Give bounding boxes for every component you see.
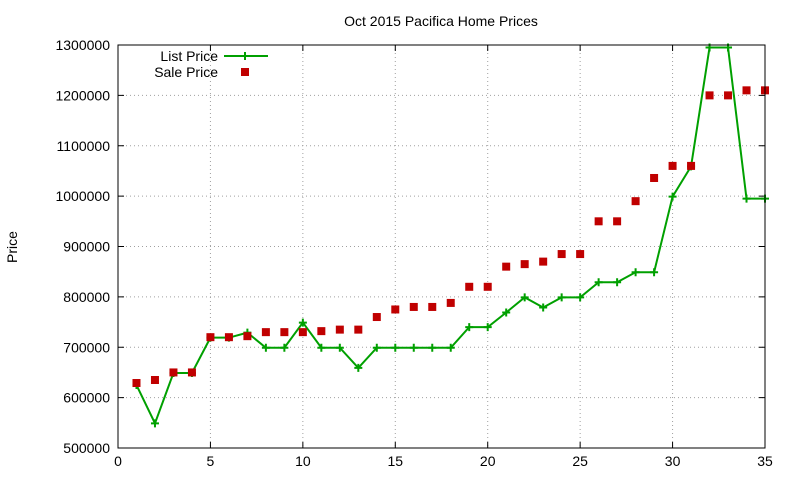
x-tick-label: 25: [572, 453, 588, 469]
list-price-point: [298, 318, 307, 327]
list-price-point: [354, 363, 363, 372]
x-tick-label: 5: [207, 453, 215, 469]
sale-price-point: [613, 217, 622, 226]
sale-price-point: [298, 328, 307, 337]
list-price-point: [613, 278, 622, 287]
sale-price-point: [354, 325, 363, 334]
grid: [118, 45, 765, 448]
list-price-point: [539, 303, 548, 312]
list-price-point: [446, 343, 455, 352]
list-price-point: [335, 343, 344, 352]
legend-label-sale-price: Sale Price: [154, 64, 218, 80]
x-tick-label: 30: [665, 453, 681, 469]
chart-title: Oct 2015 Pacifica Home Prices: [344, 13, 538, 29]
sale-price-point: [391, 305, 400, 314]
sale-price-point: [465, 282, 474, 291]
list-price-point: [557, 293, 566, 302]
sale-price-point: [206, 333, 215, 342]
list-price-point: [391, 343, 400, 352]
sale-price-point: [576, 250, 585, 259]
list-price-point: [668, 192, 677, 201]
sale-price-point: [132, 379, 141, 388]
list-price-point: [483, 323, 492, 332]
x-tick-label: 10: [295, 453, 311, 469]
list-price-point: [372, 343, 381, 352]
series: [132, 43, 769, 428]
sale-price-point: [187, 368, 196, 377]
legend-marker-sale-price: [241, 68, 249, 76]
sale-price-point: [502, 262, 511, 271]
list-price-point: [576, 293, 585, 302]
list-price-point: [280, 343, 289, 352]
sale-price-point: [409, 302, 418, 311]
sale-price-point: [631, 197, 640, 206]
sale-price-point: [650, 173, 659, 182]
y-tick-label: 700000: [63, 339, 110, 355]
sale-price-point: [705, 91, 714, 100]
sale-price-point: [520, 260, 529, 269]
sale-price-point: [557, 250, 566, 259]
list-price-point: [317, 343, 326, 352]
y-tick-label: 900000: [63, 239, 110, 255]
sale-price-point: [280, 328, 289, 337]
y-tick-label: 1100000: [57, 138, 111, 154]
y-tick-label: 800000: [63, 289, 110, 305]
list-price-point: [502, 308, 511, 317]
list-price-point: [742, 194, 751, 203]
list-price-point: [409, 343, 418, 352]
series-line-list-price: [135, 46, 765, 426]
sale-price-point: [724, 91, 733, 100]
y-tick-label: 600000: [63, 390, 110, 406]
sale-price-point: [742, 86, 751, 95]
y-tick-label: 1000000: [55, 188, 110, 204]
y-axis-label: Price: [4, 231, 20, 263]
sale-price-point: [594, 217, 603, 226]
y-tick-label: 1200000: [55, 87, 110, 103]
sale-price-point: [224, 333, 233, 342]
sale-price-point: [261, 328, 270, 337]
x-tick-label: 35: [757, 453, 773, 469]
list-price-point: [261, 343, 270, 352]
axis-ticks: 0 5 10 15 20 25 30 35 500000 600000 700000 800000 90…: [55, 37, 773, 469]
x-tick-label: 0: [114, 453, 122, 469]
list-price-point: [150, 419, 159, 428]
legend-marker-list-price: [241, 52, 249, 60]
plot-frame: [117, 44, 766, 449]
sale-price-point: [483, 282, 492, 291]
list-price-point: [520, 293, 529, 302]
x-tick-label: 15: [387, 453, 403, 469]
sale-price-point: [317, 327, 326, 336]
list-price-point: [594, 278, 603, 287]
list-price-point: [428, 343, 437, 352]
sale-price-point: [169, 368, 178, 377]
y-tick-label: 500000: [63, 440, 110, 456]
x-tick-label: 20: [480, 453, 496, 469]
y-tick-label: 1300000: [55, 37, 110, 53]
legend: List Price Sale Price: [154, 48, 268, 80]
sale-price-point: [372, 313, 381, 322]
legend-label-list-price: List Price: [160, 48, 218, 64]
list-price-point: [631, 268, 640, 277]
sale-price-point: [243, 332, 252, 341]
sale-price-point: [428, 302, 437, 311]
sale-price-point: [335, 325, 344, 334]
sale-price-point: [539, 257, 548, 266]
sale-price-point: [687, 161, 696, 170]
list-price-point: [650, 268, 659, 277]
list-price-point: [465, 323, 474, 332]
sale-price-point: [446, 298, 455, 307]
sale-price-point: [668, 161, 677, 170]
sale-price-point: [150, 375, 159, 384]
